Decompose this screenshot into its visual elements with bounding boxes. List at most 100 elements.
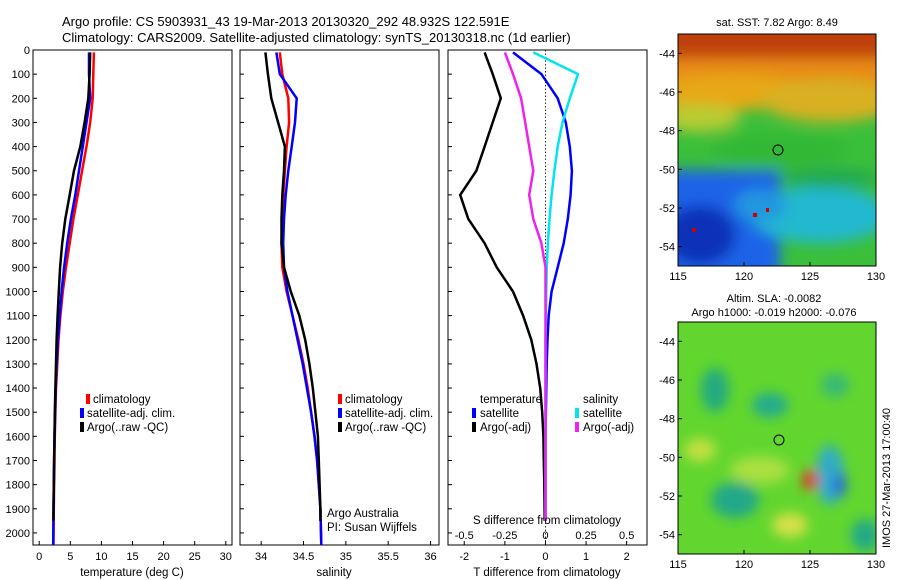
temperature-ytick-label: 600 [12,190,30,202]
difference-lines [458,51,580,521]
difference-ticks2: -0.5 -0.25 0 0.25 0.5 [455,530,635,542]
salinity-xtick-label: 35 [340,551,352,563]
temperature-ytick-label: 1900 [6,504,30,516]
sst-map-ticks: 115 120 125 130 -44 -46 -48 -50 -52 -54 [659,48,885,283]
sst-map-ytick-label: -44 [659,48,675,60]
salinity-lines [264,52,323,546]
temperature-ytick-label: 100 [12,69,30,81]
salinity-xtick-label: 34.5 [293,551,314,563]
salinity-legend-argo: Argo(..raw -QC) [345,422,426,434]
difference-legend-s-satellite: satellite [583,408,622,420]
temperature-line-argo-raw-qc [52,52,92,521]
difference-line-satellite [532,51,580,521]
difference-legend: temperature salinity satellite Argo(-adj… [472,394,634,434]
sst-map-ytick-label: -46 [659,87,675,99]
difference-legend-t-argo: Argo(-adj) [480,422,531,434]
temperature-ytick-label: 1400 [6,383,30,395]
difference-xtick-label: -2 [459,551,469,563]
sla-map-title: Altim. SLA: -0.0082 [727,293,822,305]
difference-legend-temperature-title: temperature [480,394,542,406]
sst-map-xtick-label: 120 [735,271,753,283]
salinity-xtick-label: 34 [255,551,267,563]
temperature-ytick-label: 1500 [6,407,30,419]
difference-legend-swatch-s-argo [575,422,579,432]
sla-map-ticks: 115 120 125 130 -44 -46 -48 -50 -52 -54 [659,336,885,571]
salinity-ticks: 34 34.5 35 35.5 36 [240,49,437,563]
sst-map-ytick-label: -54 [659,242,675,254]
temperature-xtick-label: 15 [126,551,138,563]
sla-map-title2: Argo h1000: -0.019 h2000: -0.076 [691,307,856,319]
difference-line-argo-adj [458,51,546,521]
temperature-ytick-label: 1700 [6,455,30,467]
difference-xlabel2: S difference from climatology [473,515,621,527]
temperature-legend-swatch-argo [80,422,84,432]
temperature-ytick-label: 1200 [6,335,30,347]
side-label: IMOS 27-Mar-2013 17:00:40 [881,408,893,548]
difference-xtick-label: -1 [500,551,510,563]
temperature-ytick-label: 800 [12,238,30,250]
sla-map-panel: Altim. SLA: -0.0082 Argo h1000: -0.019 h… [659,293,885,571]
difference-xtick2-label: -0.5 [455,530,474,542]
salinity-axes [239,49,440,546]
sla-map-ytick-label: -54 [659,530,675,542]
sst-map-xtick-label: 130 [867,271,885,283]
sla-map-xtick-label: 115 [669,559,687,571]
sst-map-ytick-label: -52 [659,203,675,215]
salinity-legend-climatology: climatology [345,394,403,406]
temperature-legend-climatology: climatology [93,394,151,406]
temperature-ytick-label: 0 [24,45,30,57]
temperature-ytick-label: 1000 [6,286,30,298]
difference-legend-swatch-t-satellite [472,408,476,418]
difference-panel: -2 -1 0 1 2 T difference from climatology S … [447,49,648,579]
temperature-ytick-label: 1300 [6,359,30,371]
sst-map-axes [677,33,877,267]
temperature-panel: 0100200300400500600700800900100011001200… [6,45,233,579]
difference-xtick2-label: 0.25 [575,530,596,542]
sla-map-ytick-label: -48 [659,414,675,426]
salinity-xtick-label: 36 [424,551,436,563]
temperature-ytick-label: 2000 [6,528,30,540]
temperature-legend-swatch-climatology [86,394,90,404]
temperature-ytick-label: 1800 [6,480,30,492]
temperature-legend-swatch-satellite [80,408,84,418]
difference-xtick-label: 1 [583,551,589,563]
sla-map-image [678,322,876,554]
sla-map-ytick-label: -44 [659,336,675,348]
difference-xtick-label: 0 [542,551,548,563]
salinity-line-satellite-adj-clim [275,52,323,546]
temperature-ytick-label: 1600 [6,431,30,443]
temperature-xtick-label: 30 [220,551,232,563]
temperature-ytick-label: 200 [12,93,30,105]
difference-legend-s-argo: Argo(-adj) [583,422,634,434]
temperature-legend-satellite: satellite-adj. clim. [87,408,175,420]
temperature-xtick-label: 25 [189,551,201,563]
salinity-line-argo-raw-qc [264,52,322,521]
temperature-legend-argo: Argo(..raw -QC) [87,422,168,434]
sst-map-image [678,34,876,266]
salinity-annotation-line1: Argo Australia [327,508,399,520]
temperature-xlabel: temperature (deg C) [80,567,184,579]
salinity-legend-swatch-argo [338,422,342,432]
temperature-ytick-label: 900 [12,262,30,274]
sla-map-ytick-label: -52 [659,491,675,503]
salinity-xtick-label: 35.5 [377,551,398,563]
sla-map-axes [677,321,877,555]
salinity-legend-swatch-climatology [338,394,342,404]
header-line1: Argo profile: CS 5903931_43 19-Mar-2013 … [62,14,510,29]
temperature-ticks: 0100200300400500600700800900100011001200… [6,45,232,563]
sla-map-ytick-label: -50 [659,452,675,464]
difference-xtick2-label: 0.5 [619,530,634,542]
salinity-xlabel: salinity [316,567,351,579]
sla-map-ytick-label: -46 [659,375,675,387]
sla-map-argo-marker [773,434,785,446]
salinity-panel: 34 34.5 35 35.5 36 salinity climatology sate… [239,49,440,579]
sst-map-ytick-label: -50 [659,164,675,176]
temperature-ytick-label: 500 [12,166,30,178]
difference-axes [447,49,648,546]
salinity-legend-satellite: satellite-adj. clim. [345,408,433,420]
salinity-legend-swatch-satellite [338,408,342,418]
sla-map-xtick-label: 125 [801,559,819,571]
sla-map-xtick-label: 130 [867,559,885,571]
sst-map-title: sat. SST: 7.82 Argo: 8.49 [716,17,838,29]
